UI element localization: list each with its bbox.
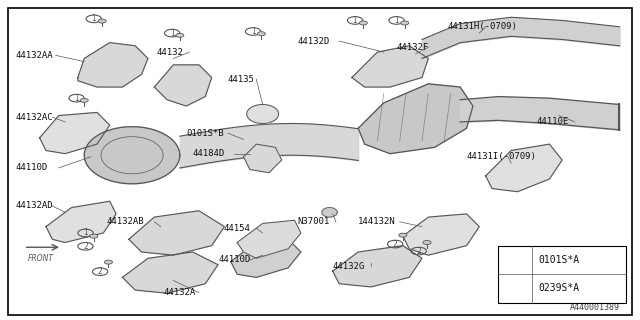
Text: 44110E: 44110E <box>537 117 569 126</box>
Circle shape <box>359 21 367 25</box>
Text: 0239S*A: 0239S*A <box>538 284 579 293</box>
Text: 44110D: 44110D <box>218 255 250 264</box>
Polygon shape <box>154 65 212 106</box>
Text: 44132: 44132 <box>156 48 183 57</box>
Polygon shape <box>486 144 562 192</box>
Polygon shape <box>46 201 116 243</box>
Text: 0101S*B: 0101S*B <box>186 129 224 138</box>
Polygon shape <box>231 239 301 277</box>
Text: 44132A: 44132A <box>164 288 196 297</box>
Polygon shape <box>129 211 225 255</box>
Text: 44132D: 44132D <box>298 36 330 45</box>
Circle shape <box>104 260 113 264</box>
Text: 2: 2 <box>393 240 397 249</box>
Text: 1: 1 <box>170 28 175 38</box>
Text: 2: 2 <box>513 284 518 293</box>
Polygon shape <box>78 43 148 87</box>
Text: 44132AA: 44132AA <box>15 51 53 60</box>
Polygon shape <box>247 105 278 124</box>
Text: 1: 1 <box>353 16 357 25</box>
Circle shape <box>257 32 266 36</box>
Text: 44132F: 44132F <box>396 43 429 52</box>
Polygon shape <box>403 214 479 255</box>
Circle shape <box>80 98 88 102</box>
Circle shape <box>98 19 106 23</box>
Circle shape <box>176 33 184 37</box>
Text: N37001: N37001 <box>298 217 330 226</box>
FancyBboxPatch shape <box>499 246 626 303</box>
Circle shape <box>401 21 409 25</box>
Text: 144132N: 144132N <box>358 217 396 226</box>
Text: 44184D: 44184D <box>193 149 225 158</box>
Text: 44110D: 44110D <box>15 164 47 172</box>
Text: 1: 1 <box>513 255 518 264</box>
Text: 1: 1 <box>74 94 79 103</box>
Text: 44131H(-0709): 44131H(-0709) <box>447 22 517 31</box>
Text: 44132AC: 44132AC <box>15 113 53 122</box>
Text: 44131I(-0709): 44131I(-0709) <box>467 152 536 161</box>
Text: 44132AB: 44132AB <box>106 217 144 226</box>
Text: 44132G: 44132G <box>333 262 365 271</box>
Text: 1: 1 <box>83 228 88 237</box>
Polygon shape <box>322 208 337 217</box>
Text: 44135: 44135 <box>228 75 255 84</box>
Polygon shape <box>244 144 282 173</box>
Text: A440001389: A440001389 <box>570 303 620 312</box>
Text: 1: 1 <box>92 14 96 23</box>
Text: 2: 2 <box>417 246 421 256</box>
Polygon shape <box>122 252 218 293</box>
Polygon shape <box>84 127 180 184</box>
Text: 44132AD: 44132AD <box>15 202 53 211</box>
Text: 0101S*A: 0101S*A <box>538 255 579 265</box>
Text: 1: 1 <box>251 27 255 36</box>
Circle shape <box>423 240 431 244</box>
Text: 1: 1 <box>394 16 399 25</box>
Text: 2: 2 <box>98 267 102 276</box>
Text: FRONT: FRONT <box>28 253 54 263</box>
Polygon shape <box>333 246 422 287</box>
Circle shape <box>399 233 407 237</box>
Polygon shape <box>352 46 428 87</box>
Polygon shape <box>40 112 109 154</box>
Polygon shape <box>237 220 301 258</box>
Polygon shape <box>358 84 473 154</box>
Text: 44154: 44154 <box>223 224 250 233</box>
Text: 2: 2 <box>83 242 88 251</box>
FancyBboxPatch shape <box>8 8 632 316</box>
Circle shape <box>90 234 98 238</box>
